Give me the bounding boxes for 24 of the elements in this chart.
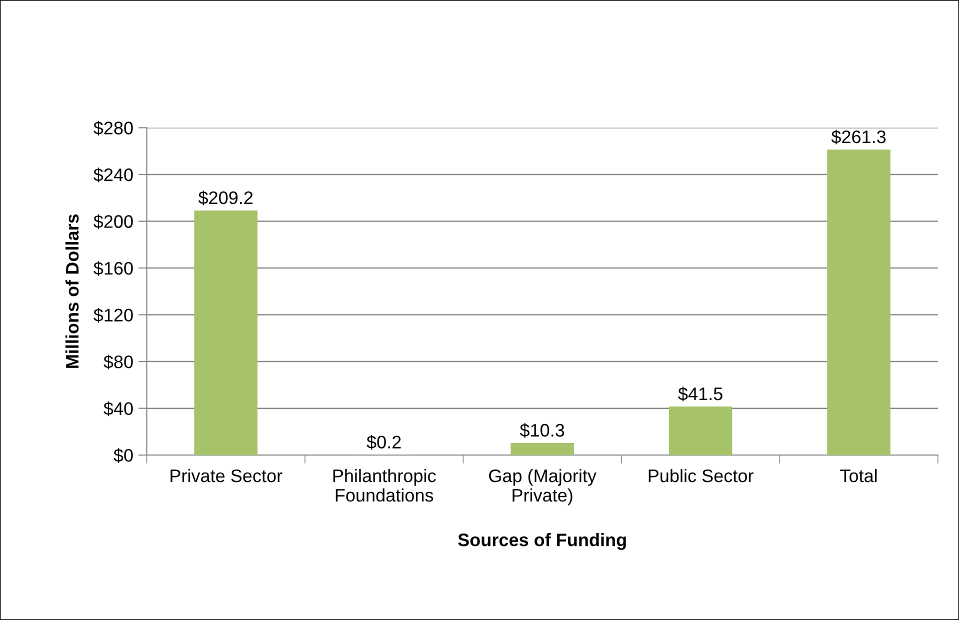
data-label: $41.5 (678, 386, 722, 402)
y-tick-label: $120 (94, 308, 133, 323)
data-label: $209.2 (198, 190, 253, 206)
bar (510, 443, 574, 456)
bar (668, 406, 732, 456)
bar (194, 210, 258, 456)
x-tick-label: Gap (Majority Private) (489, 468, 596, 506)
data-label: $10.3 (520, 423, 564, 438)
x-tick-label: Total (840, 468, 877, 482)
x-tick-label: Private Sector (170, 468, 282, 482)
y-tick-label: $80 (104, 354, 133, 370)
y-tick-label: $200 (94, 214, 133, 230)
bar (827, 150, 890, 456)
x-tick-label: Public Sector (648, 468, 754, 482)
y-tick-label: $0 (114, 448, 133, 463)
data-label: $0.2 (366, 434, 401, 450)
data-label: $261.3 (831, 130, 886, 144)
x-axis-title: Sources of Funding (458, 533, 626, 550)
y-tick-label: $160 (94, 261, 133, 276)
x-tick-label: Philanthropic Foundations (333, 468, 436, 502)
y-tick-label: $280 (94, 120, 133, 136)
y-tick-label: $40 (104, 401, 133, 416)
y-tick-label: $240 (94, 168, 133, 182)
y-axis-title: Millions of Dollars (65, 214, 79, 368)
